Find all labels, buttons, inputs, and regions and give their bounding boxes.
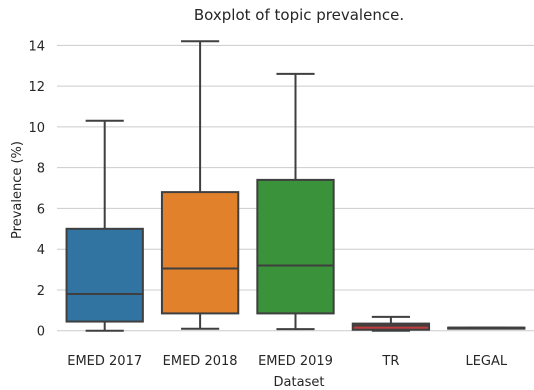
box-tr bbox=[351, 315, 431, 332]
x-axis-label: Dataset bbox=[274, 375, 325, 390]
x-axis-ticks: EMED 2017 EMED 2018 EMED 2019 TR LEGAL bbox=[67, 354, 508, 369]
x-tick-label: EMED 2019 bbox=[258, 354, 333, 369]
box-emed-2019 bbox=[256, 72, 335, 331]
y-tick-label: 10 bbox=[28, 121, 45, 136]
box-legal bbox=[447, 326, 526, 330]
y-tick-label: 6 bbox=[37, 202, 45, 217]
box-emed-2017 bbox=[65, 119, 144, 332]
y-tick-label: 2 bbox=[37, 284, 45, 299]
box-emed-2018 bbox=[160, 40, 240, 330]
chart-title: Boxplot of topic prevalence. bbox=[194, 6, 404, 24]
box-body bbox=[351, 322, 431, 331]
box-body bbox=[160, 191, 240, 315]
x-tick-label: EMED 2017 bbox=[67, 354, 142, 369]
y-tick-label: 12 bbox=[28, 80, 45, 95]
box-body bbox=[256, 178, 335, 315]
y-tick-label: 4 bbox=[37, 243, 45, 258]
y-axis-label: Prevalence (%) bbox=[10, 141, 25, 239]
y-tick-label: 0 bbox=[37, 325, 45, 340]
y-tick-label: 14 bbox=[28, 39, 45, 54]
x-tick-label: TR bbox=[381, 354, 399, 369]
boxes bbox=[65, 40, 526, 332]
x-tick-label: LEGAL bbox=[465, 354, 507, 369]
y-tick-label: 8 bbox=[37, 162, 45, 177]
y-axis-ticks: 0 2 4 6 8 10 12 14 bbox=[28, 39, 45, 339]
x-tick-label: EMED 2018 bbox=[163, 354, 238, 369]
box-body bbox=[65, 227, 144, 323]
